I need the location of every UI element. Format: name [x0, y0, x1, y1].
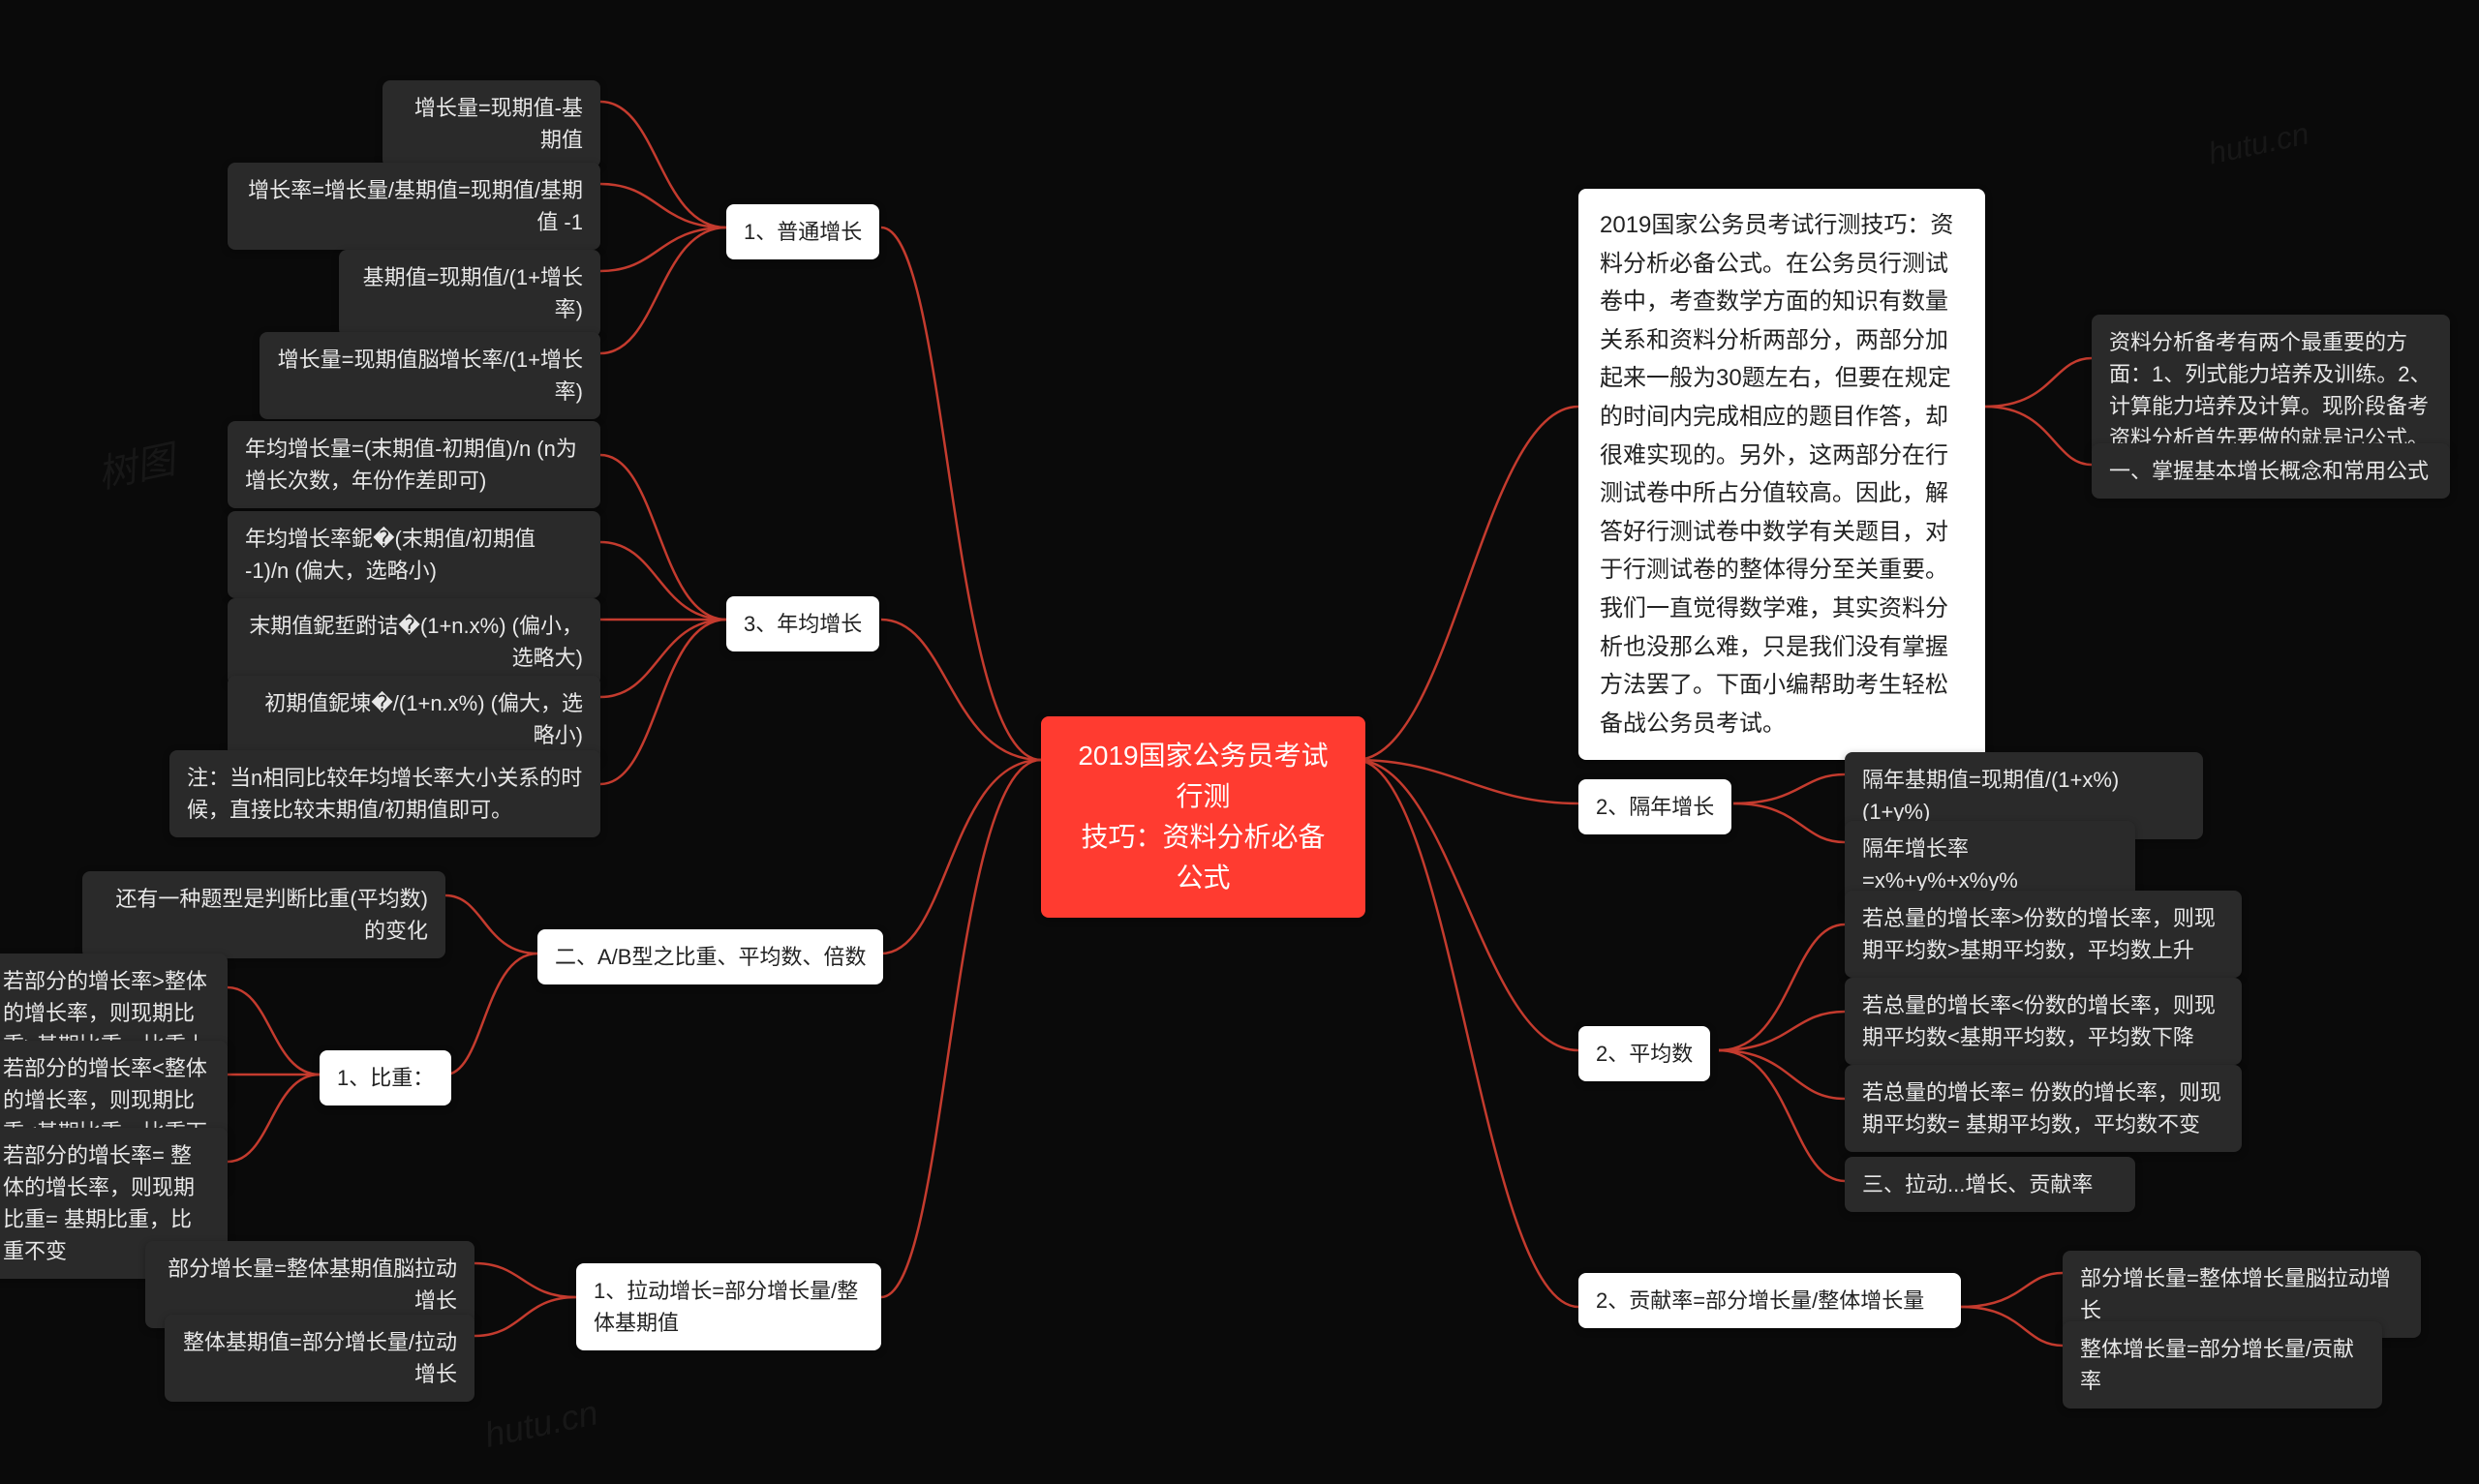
annual-child-2[interactable]: 末期值鈮埑跗诘�(1+n.x%) (偏小，选略大) [228, 598, 600, 685]
average-child-3[interactable]: 三、拉动...增长、贡献率 [1845, 1157, 2135, 1212]
average-child-1[interactable]: 若总量的增长率<份数的增长率，则现期平均数<基期平均数，平均数下降 [1845, 978, 2242, 1065]
intro-text: 2019国家公务员考试行测技巧：资料分析必备公式。在公务员行测试卷中，考查数学方… [1600, 212, 1953, 737]
pull-node[interactable]: 1、拉动增长=部分增长量/整体基期值 [576, 1263, 881, 1350]
contribution-child-1[interactable]: 整体增长量=部分增长量/贡献率 [2063, 1321, 2382, 1408]
pull-child-1[interactable]: 整体基期值=部分增长量/拉动增长 [165, 1315, 474, 1402]
ordinary-child-3[interactable]: 增长量=现期值脳增长率/(1+增长率) [260, 332, 600, 419]
ordinary-child-1[interactable]: 增长率=增长量/基期值=现期值/基期值 -1 [228, 163, 600, 250]
ab-ratio-extra[interactable]: 还有一种题型是判断比重(平均数)的变化 [82, 871, 445, 958]
watermark: 树图 [92, 428, 179, 499]
ordinary-child-2[interactable]: 基期值=现期值/(1+增长率) [339, 250, 600, 337]
intro-node[interactable]: 2019国家公务员考试行测技巧：资料分析必备公式。在公务员行测试卷中，考查数学方… [1578, 189, 1985, 760]
average-child-0[interactable]: 若总量的增长率>份数的增长率，则现期平均数>基期平均数，平均数上升 [1845, 891, 2242, 978]
annual-child-0[interactable]: 年均增长量=(末期值-初期值)/n (n为增长次数，年份作差即可) [228, 421, 600, 508]
ordinary-child-0[interactable]: 增长量=现期值-基期值 [383, 80, 600, 167]
annual-node[interactable]: 3、年均增长 [726, 596, 879, 651]
annual-child-1[interactable]: 年均增长率鈮�(末期值/初期值 -1)/n (偏大，选略小) [228, 511, 600, 598]
watermark: hutu.cn [2205, 115, 2311, 171]
proportion-node[interactable]: 1、比重： [320, 1050, 451, 1105]
ab-ratio-node[interactable]: 二、A/B型之比重、平均数、倍数 [537, 929, 883, 984]
root-title-line2: 技巧：资料分析必备公式 [1081, 822, 1325, 893]
intro-child-1[interactable]: 一、掌握基本增长概念和常用公式 [2092, 443, 2450, 499]
watermark: hutu.cn [481, 1392, 601, 1456]
ordinary-node[interactable]: 1、普通增长 [726, 204, 879, 259]
root-title-line1: 2019国家公务员考试行测 [1078, 741, 1328, 811]
root-node[interactable]: 2019国家公务员考试行测 技巧：资料分析必备公式 [1041, 716, 1365, 918]
contribution-node[interactable]: 2、贡献率=部分增长量/整体增长量 [1578, 1273, 1961, 1328]
annual-child-4[interactable]: 注：当n相同比较年均增长率大小关系的时候，直接比较末期值/初期值即可。 [169, 750, 600, 837]
geniangrowth-node[interactable]: 2、隔年增长 [1578, 779, 1731, 834]
average-child-2[interactable]: 若总量的增长率= 份数的增长率，则现期平均数= 基期平均数，平均数不变 [1845, 1065, 2242, 1152]
average-node[interactable]: 2、平均数 [1578, 1026, 1710, 1081]
